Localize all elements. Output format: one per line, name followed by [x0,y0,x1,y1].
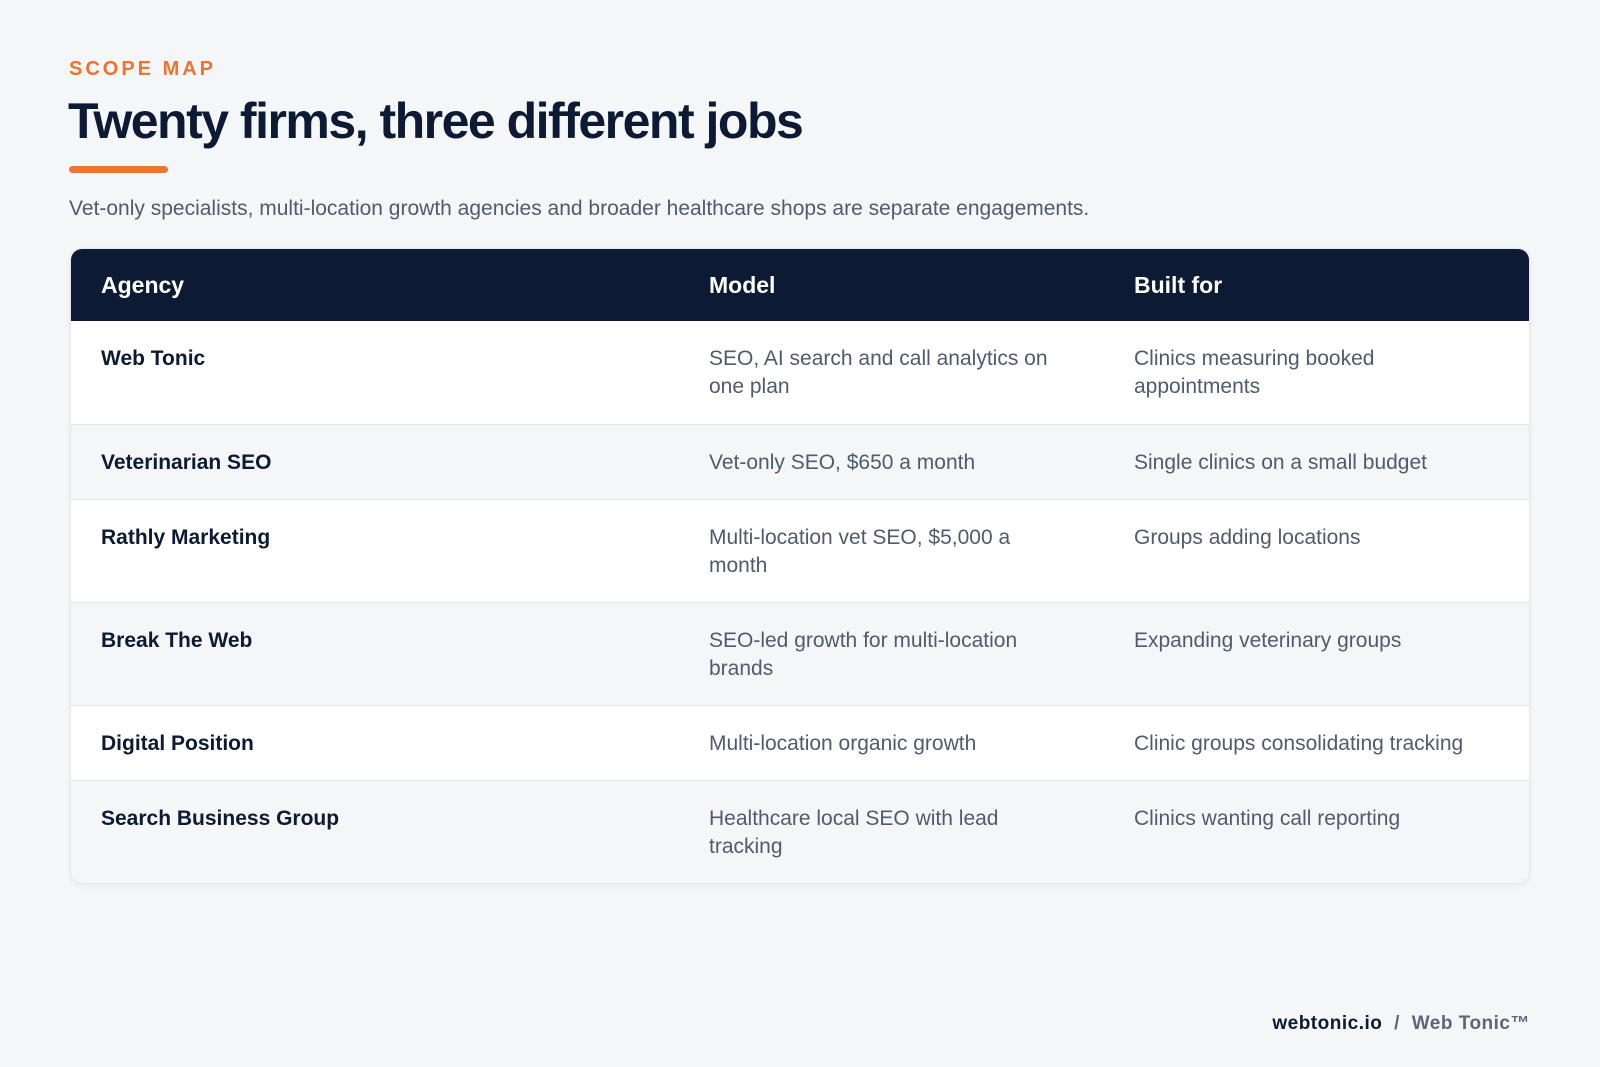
model-cell: SEO-led growth for multi-location brands [709,628,1018,680]
agency-cell: Web Tonic [101,347,206,370]
built-for-cell: Clinic groups consolidating tracking [1134,731,1464,755]
footer-site-link[interactable]: webtonic.io [1272,1013,1383,1034]
table-row: Web Tonic SEO, AI search and call analyt… [71,321,1529,424]
agency-cell: Veterinarian SEO [101,450,272,474]
table-header-row: Agency Model Built for [71,249,1529,321]
built-for-cell: Clinics wanting call reporting [1134,806,1401,830]
built-for-cell: Single clinics on a small budget [1134,450,1427,474]
model-cell: SEO, AI search and call analytics on one… [709,347,1048,398]
model-cell: Multi-location organic growth [709,731,977,755]
agency-table-card: Agency Model Built for Web Tonic SEO, AI… [70,248,1530,884]
column-header-model: Model [709,271,776,298]
footer-credit: webtonic.io / Web Tonic™ [1272,1013,1530,1035]
title-accent-bar [69,166,168,173]
column-header-agency: Agency [101,271,185,298]
table-row: Rathly Marketing Multi-location vet SEO,… [71,499,1529,602]
agency-cell: Break The Web [101,628,253,652]
eyebrow-label: SCOPE MAP [69,58,217,80]
agency-cell: Rathly Marketing [101,525,271,549]
page-title: Twenty firms, three different jobs [68,93,804,149]
model-cell: Healthcare local SEO with lead tracking [709,806,999,858]
agency-cell: Digital Position [101,731,254,755]
built-for-cell: Groups adding locations [1134,525,1361,549]
column-header-built-for: Built for [1134,271,1223,298]
built-for-cell: Expanding veterinary groups [1134,628,1402,652]
footer-brand: Web Tonic™ [1411,1013,1530,1034]
agency-cell: Search Business Group [101,806,340,830]
model-cell: Multi-location vet SEO, $5,000 a month [709,525,1011,577]
table-row: Search Business Group Healthcare local S… [71,780,1529,883]
footer-separator: / [1394,1013,1400,1034]
page-subtitle: Vet-only specialists, multi-location gro… [69,197,1090,220]
table-row: Digital Position Multi-location organic … [71,705,1529,780]
model-cell: Vet-only SEO, $650 a month [709,450,976,474]
table-row: Veterinarian SEO Vet-only SEO, $650 a mo… [71,424,1529,499]
built-for-cell: Clinics measuring booked appointments [1134,347,1375,398]
agency-table: Agency Model Built for Web Tonic SEO, AI… [71,249,1529,883]
table-row: Break The Web SEO-led growth for multi-l… [71,602,1529,705]
